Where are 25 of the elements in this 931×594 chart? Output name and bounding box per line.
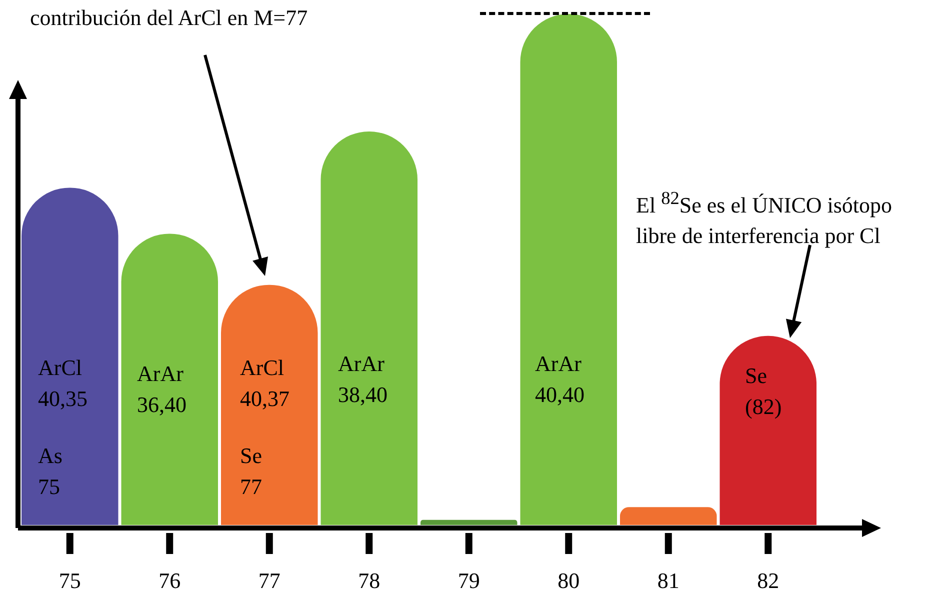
annotation: ArAr 40,40 bbox=[535, 350, 584, 409]
bar bbox=[420, 520, 518, 525]
x-tick-label: 77 bbox=[258, 568, 280, 593]
annotation: Se 77 bbox=[240, 442, 262, 501]
bar bbox=[320, 132, 418, 525]
annotation: El $^{82}$Se es el ÚNICO isótopo libre de interferencia por Cl bbox=[636, 187, 892, 250]
x-tick-label: 80 bbox=[558, 568, 580, 593]
annotation: ArAr 36,40 bbox=[137, 360, 186, 419]
annotation: As 75 bbox=[38, 442, 62, 501]
annotation: Se (82) bbox=[745, 362, 782, 421]
x-tick-label: 81 bbox=[657, 568, 680, 593]
x-tick-label: 78 bbox=[358, 568, 380, 593]
x-tick-label: 82 bbox=[757, 568, 780, 593]
bar bbox=[121, 234, 218, 525]
bar bbox=[720, 336, 817, 525]
annotation: ArCl 40,37 bbox=[240, 354, 290, 413]
annotation: contribución del ArCl en M=77 bbox=[30, 4, 308, 32]
x-tick-label: 75 bbox=[58, 568, 81, 593]
annotation: ArAr 38,40 bbox=[338, 350, 388, 409]
x-tick-label: 79 bbox=[458, 568, 480, 593]
bar bbox=[220, 284, 318, 525]
bar bbox=[520, 14, 618, 525]
annotation: ArCl 40,35 bbox=[38, 354, 88, 413]
bar bbox=[620, 507, 717, 525]
x-tick-label: 76 bbox=[158, 568, 181, 593]
